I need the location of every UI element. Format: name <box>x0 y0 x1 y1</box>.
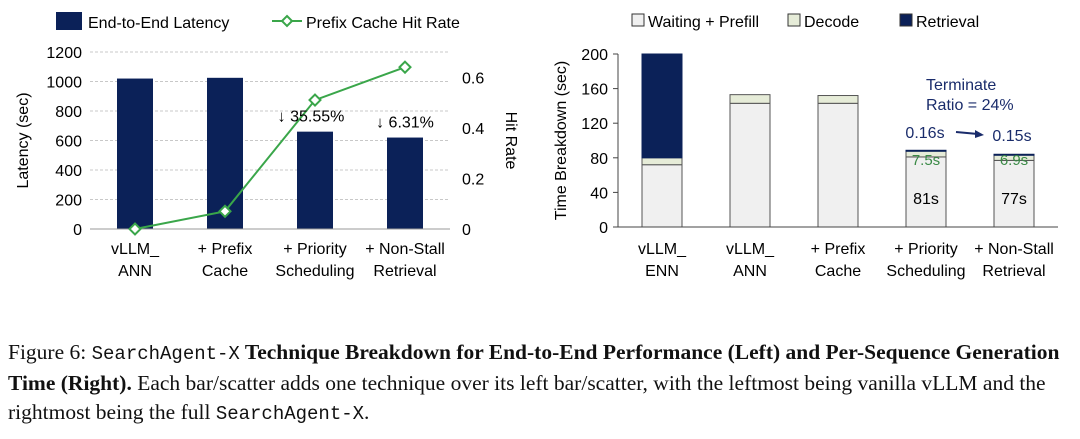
x-tick-label: Retrieval <box>373 263 436 280</box>
x-tick-label: Cache <box>202 263 248 280</box>
caption-figure-label: Figure 6: <box>8 340 92 364</box>
y-tick-label: 120 <box>581 116 608 133</box>
y-tick-label: 400 <box>55 163 82 180</box>
retrieval-to-label: 0.15s <box>992 128 1031 145</box>
x-tick-label: Scheduling <box>886 263 965 280</box>
stack-segment-waiting-prefill <box>817 102 859 228</box>
stack-segment-waiting-prefill <box>729 102 771 228</box>
y2-tick-label: 0.2 <box>462 171 484 188</box>
y-tick-label: 0 <box>73 222 82 239</box>
figure-caption: Figure 6: SearchAgent-X Technique Breakd… <box>8 338 1072 429</box>
bar-label-decode: 7.5s <box>912 152 940 169</box>
left-chart: 0 200 400 600 800 1000 1200 0 0.2 0.4 0.6 Latency (… <box>15 12 519 280</box>
x-tick-label: Scheduling <box>275 263 354 280</box>
hit-rate-line <box>134 66 406 230</box>
legend-label: Waiting + Prefill <box>648 14 759 31</box>
x-tick-label: Cache <box>815 263 861 280</box>
legend-swatch <box>899 13 913 27</box>
caption-body: Each bar/scatter adds one technique over… <box>8 371 1046 424</box>
x-tick-label: ANN <box>733 263 767 280</box>
stack-segment-waiting-prefill <box>641 164 683 228</box>
latency-bar <box>297 131 333 229</box>
bar-label-decode: 6.9s <box>1000 152 1028 169</box>
y2-axis-label: Hit Rate <box>502 112 519 170</box>
legend-swatch-latency <box>56 12 82 30</box>
legend-marker-hit-rate <box>280 14 294 28</box>
retrieval-from-label: 0.16s <box>905 125 944 142</box>
y-tick-label: 800 <box>55 104 82 121</box>
stack-segment-retrieval <box>905 149 947 152</box>
bar-label-wait: 81s <box>913 191 939 208</box>
latency-bar <box>387 137 423 229</box>
y-tick-label: 80 <box>590 151 608 168</box>
x-tick-label: vLLM_ <box>638 241 687 258</box>
latency-bar <box>117 78 153 229</box>
stack-segment-decode <box>729 94 771 104</box>
y-tick-label: 0 <box>599 220 608 237</box>
x-tick-label: + Priority <box>894 241 958 258</box>
hit-rate-marker <box>128 222 142 236</box>
stack-segment-decode <box>641 157 683 166</box>
x-tick-label: + Non-Stall <box>974 241 1054 258</box>
x-tick-label: + Non-Stall <box>365 241 445 258</box>
legend-swatch <box>787 13 801 27</box>
y2-tick-label: 0 <box>462 222 471 239</box>
caption-end-punct: . <box>364 400 370 424</box>
caption-end-name: SearchAgent-X <box>215 403 365 425</box>
caption-title: Technique Breakdown for End-to-End Perfo… <box>8 340 1060 395</box>
x-tick-label: + Priority <box>283 241 347 258</box>
y-axis-label: Time Breakdown (sec) <box>553 61 570 220</box>
hit-rate-marker <box>398 60 412 75</box>
y2-tick-label: 0.6 <box>462 70 484 87</box>
retrieval-arrow-head <box>975 130 984 138</box>
y-tick-label: 40 <box>590 185 608 202</box>
legend-label: Retrieval <box>916 14 979 31</box>
x-tick-label: ENN <box>645 263 679 280</box>
x-tick-label: Retrieval <box>982 263 1045 280</box>
bar-label-wait: 77s <box>1001 191 1027 208</box>
y-tick-label: 1000 <box>46 75 82 92</box>
x-tick-label: ANN <box>118 263 152 280</box>
x-tick-label: + Prefix <box>198 241 253 258</box>
legend-label-hit-rate: Prefix Cache Hit Rate <box>306 15 460 32</box>
y-axis-label: Latency (sec) <box>15 92 32 188</box>
y-tick-label: 200 <box>581 47 608 64</box>
stack-segment-retrieval <box>641 53 683 159</box>
stack-segment-decode <box>817 95 859 104</box>
legend-label: Decode <box>804 14 859 31</box>
caption-system-name: SearchAgent-X <box>91 343 240 365</box>
legend-swatch <box>631 13 645 27</box>
reduction-annotation: ↓ 35.55% <box>278 109 345 126</box>
retrieval-arrow-line <box>955 131 979 135</box>
y-tick-label: 200 <box>55 193 82 210</box>
hit-rate-marker <box>308 93 322 107</box>
legend-label-latency: End-to-End Latency <box>88 15 229 32</box>
x-tick-label: vLLM_ <box>726 241 775 258</box>
reduction-annotation: ↓ 6.31% <box>376 115 434 132</box>
y-tick-label: 160 <box>581 82 608 99</box>
y-tick-label: 1200 <box>46 45 82 62</box>
stack-segment-retrieval <box>993 153 1035 156</box>
hit-rate-marker <box>218 204 232 219</box>
terminate-annotation: Terminate <box>926 77 996 94</box>
y-tick-label: 600 <box>55 134 82 151</box>
x-tick-label: vLLM_ <box>111 241 160 258</box>
y2-tick-label: 0.4 <box>462 121 484 138</box>
right-chart: 0 40 80 120 160 200 Time Breakdown (sec) 81s 7.5… <box>553 13 1058 280</box>
terminate-ratio-annotation: Ratio = 24% <box>926 97 1014 114</box>
x-tick-label: + Prefix <box>811 241 866 258</box>
latency-bar <box>207 77 243 229</box>
